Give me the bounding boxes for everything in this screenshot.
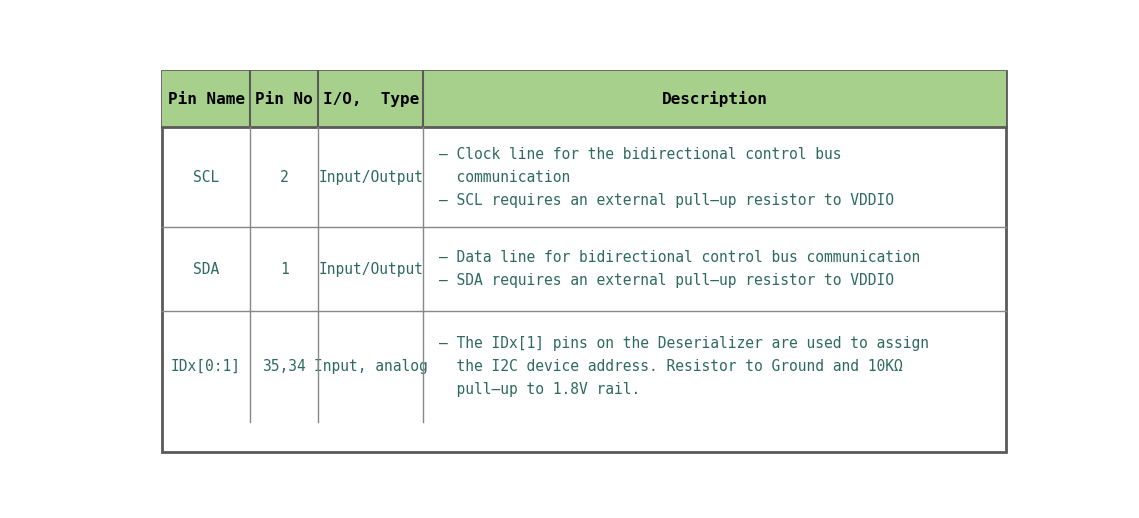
Bar [162, 71, 1006, 127]
Text: IDx[0:1]: IDx[0:1] [171, 359, 241, 374]
Text: Pin No: Pin No [255, 92, 313, 107]
Text: 1: 1 [280, 262, 288, 277]
Text: – SCL requires an external pull–up resistor to VDDIO: – SCL requires an external pull–up resis… [440, 193, 894, 208]
Text: Input/Output: Input/Output [318, 262, 424, 277]
Text: – Data line for bidirectional control bus communication: – Data line for bidirectional control bu… [440, 250, 920, 265]
Text: – The IDx[1] pins on the Deserializer are used to assign: – The IDx[1] pins on the Deserializer ar… [440, 336, 929, 351]
Text: communication: communication [440, 170, 571, 185]
Text: 2: 2 [280, 170, 288, 185]
Text: Input, analog: Input, analog [313, 359, 427, 374]
Text: pull–up to 1.8V rail.: pull–up to 1.8V rail. [440, 382, 640, 397]
Text: SCL: SCL [192, 170, 219, 185]
Text: 35,34: 35,34 [262, 359, 306, 374]
Text: SDA: SDA [192, 262, 219, 277]
Text: Description: Description [662, 91, 768, 107]
Text: I/O,  Type: I/O, Type [322, 92, 419, 107]
Text: the I2C device address. Resistor to Ground and 10KΩ: the I2C device address. Resistor to Grou… [440, 359, 903, 374]
Text: – SDA requires an external pull–up resistor to VDDIO: – SDA requires an external pull–up resis… [440, 274, 894, 289]
Text: Input/Output: Input/Output [318, 170, 424, 185]
Text: – Clock line for the bidirectional control bus: – Clock line for the bidirectional contr… [440, 147, 842, 162]
Text: Pin Name: Pin Name [167, 92, 245, 107]
